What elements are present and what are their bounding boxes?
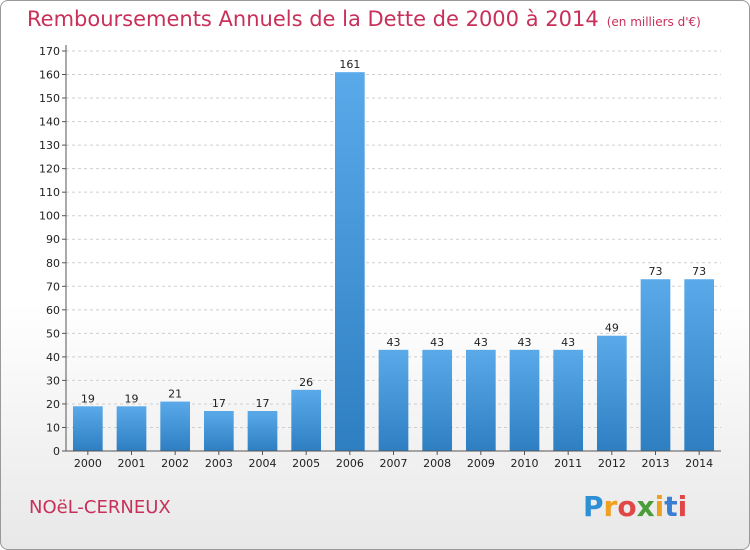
logo-letter: i — [677, 490, 688, 523]
bar-2011 — [553, 349, 584, 451]
bar-2008 — [422, 349, 453, 451]
y-tick-label: 100 — [39, 210, 60, 223]
y-tick-label: 70 — [46, 280, 60, 293]
y-tick-label: 140 — [39, 116, 60, 129]
logo-letter: o — [617, 490, 637, 523]
y-tick-label: 170 — [39, 45, 60, 58]
commune-name: NOëL-CERNEUX — [29, 497, 171, 518]
data-label-2005: 26 — [299, 376, 313, 389]
y-tick-label: 130 — [39, 139, 60, 152]
data-label-2014: 73 — [692, 265, 706, 278]
y-tick-label: 110 — [39, 186, 60, 199]
bar-2010 — [509, 349, 540, 451]
x-tick-label-2014: 2014 — [685, 457, 713, 470]
chart-title-text: Remboursements Annuels de la Dette de 20… — [27, 7, 599, 31]
data-label-2012: 49 — [605, 322, 619, 335]
y-tick-label: 120 — [39, 163, 60, 176]
data-label-2006: 161 — [339, 58, 360, 71]
y-tick-label: 20 — [46, 398, 60, 411]
y-tick-label: 30 — [46, 374, 60, 387]
x-tick-label-2005: 2005 — [292, 457, 320, 470]
x-tick-label-2002: 2002 — [161, 457, 189, 470]
x-tick-label-2000: 2000 — [74, 457, 102, 470]
proxiti-logo: Proxiti — [583, 490, 687, 523]
data-label-2013: 73 — [649, 265, 663, 278]
x-tick-label-2012: 2012 — [598, 457, 626, 470]
data-label-2001: 19 — [125, 392, 139, 405]
bar-2013 — [640, 279, 671, 451]
logo-letter: P — [583, 490, 604, 523]
x-tick-label-2007: 2007 — [380, 457, 408, 470]
bar-2005 — [291, 389, 322, 451]
bar-2003 — [203, 411, 234, 451]
x-tick-label-2013: 2013 — [642, 457, 670, 470]
data-label-2011: 43 — [561, 336, 575, 349]
x-tick-label-2009: 2009 — [467, 457, 495, 470]
bar-2006 — [334, 72, 365, 452]
bar-2007 — [378, 349, 409, 451]
bar-2000 — [72, 406, 103, 451]
data-label-2002: 21 — [168, 388, 182, 401]
x-tick-label-2010: 2010 — [511, 457, 539, 470]
data-label-2003: 17 — [212, 397, 226, 410]
data-label-2007: 43 — [387, 336, 401, 349]
logo-letter: x — [636, 490, 655, 523]
y-tick-label: 80 — [46, 257, 60, 270]
data-label-2000: 19 — [81, 392, 95, 405]
x-tick-label-2006: 2006 — [336, 457, 364, 470]
bar-2014 — [684, 279, 715, 451]
x-tick-label-2011: 2011 — [554, 457, 582, 470]
chart-unit: (en milliers d'€) — [606, 15, 701, 29]
data-label-2008: 43 — [430, 336, 444, 349]
data-label-2009: 43 — [474, 336, 488, 349]
logo-letter: i — [654, 490, 665, 523]
y-tick-label: 160 — [39, 69, 60, 82]
bar-2001 — [116, 406, 147, 451]
bar-2002 — [160, 401, 191, 451]
y-tick-label: 50 — [46, 327, 60, 340]
bar-2009 — [465, 349, 496, 451]
x-tick-label-2008: 2008 — [423, 457, 451, 470]
y-tick-label: 10 — [46, 421, 60, 434]
y-tick-label: 60 — [46, 304, 60, 317]
x-tick-label-2004: 2004 — [249, 457, 277, 470]
x-tick-label-2001: 2001 — [118, 457, 146, 470]
data-label-2010: 43 — [518, 336, 532, 349]
x-tick-label-2003: 2003 — [205, 457, 233, 470]
data-label-2004: 17 — [256, 397, 270, 410]
y-tick-label: 0 — [53, 445, 60, 458]
y-tick-label: 90 — [46, 233, 60, 246]
bar-2012 — [596, 335, 627, 451]
y-tick-label: 40 — [46, 351, 60, 364]
y-tick-label: 150 — [39, 92, 60, 105]
bar-2004 — [247, 411, 278, 451]
logo-letter: t — [664, 490, 678, 523]
chart-title: Remboursements Annuels de la Dette de 20… — [27, 7, 701, 31]
logo-letter: r — [603, 490, 618, 523]
